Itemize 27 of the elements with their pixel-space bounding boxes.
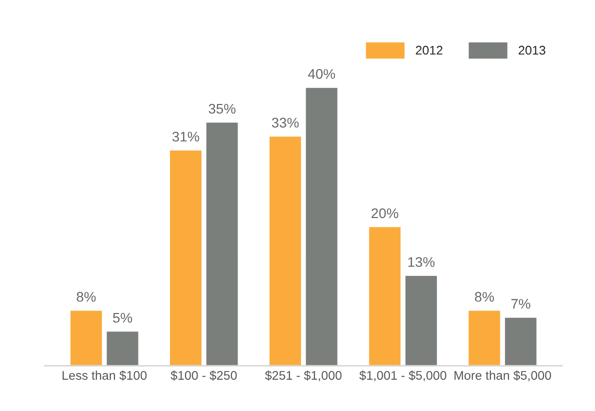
data-label: 35%: [208, 104, 236, 114]
bar: [404, 274, 438, 366]
bar: [467, 309, 502, 366]
bar: [69, 309, 104, 366]
data-label: 5%: [113, 312, 132, 323]
bar: [304, 86, 339, 366]
x-tick-label: More than $5,000: [454, 370, 552, 382]
x-tick-label: $251 - $1,000: [265, 370, 342, 382]
data-label: 40%: [308, 69, 336, 79]
bar: [105, 330, 140, 366]
data-label: 33%: [272, 118, 299, 128]
legend-label: 2013: [518, 46, 546, 55]
data-label: 7%: [511, 298, 530, 309]
data-label: 31%: [172, 132, 200, 142]
bar: [368, 226, 402, 366]
bar: [168, 149, 203, 366]
bar: [268, 135, 302, 366]
data-label: 13%: [408, 257, 435, 267]
data-label: 20%: [372, 208, 398, 218]
data-label: 8%: [474, 292, 494, 302]
x-tick-label: Less than $100: [62, 370, 147, 381]
x-tick-label: $1,001 - $5,000: [359, 370, 446, 382]
legend-label: 2012: [416, 46, 442, 55]
bar: [504, 316, 538, 366]
data-label: 8%: [76, 292, 96, 302]
bar: [204, 121, 240, 366]
x-tick-label: $100 - $250: [170, 370, 237, 381]
